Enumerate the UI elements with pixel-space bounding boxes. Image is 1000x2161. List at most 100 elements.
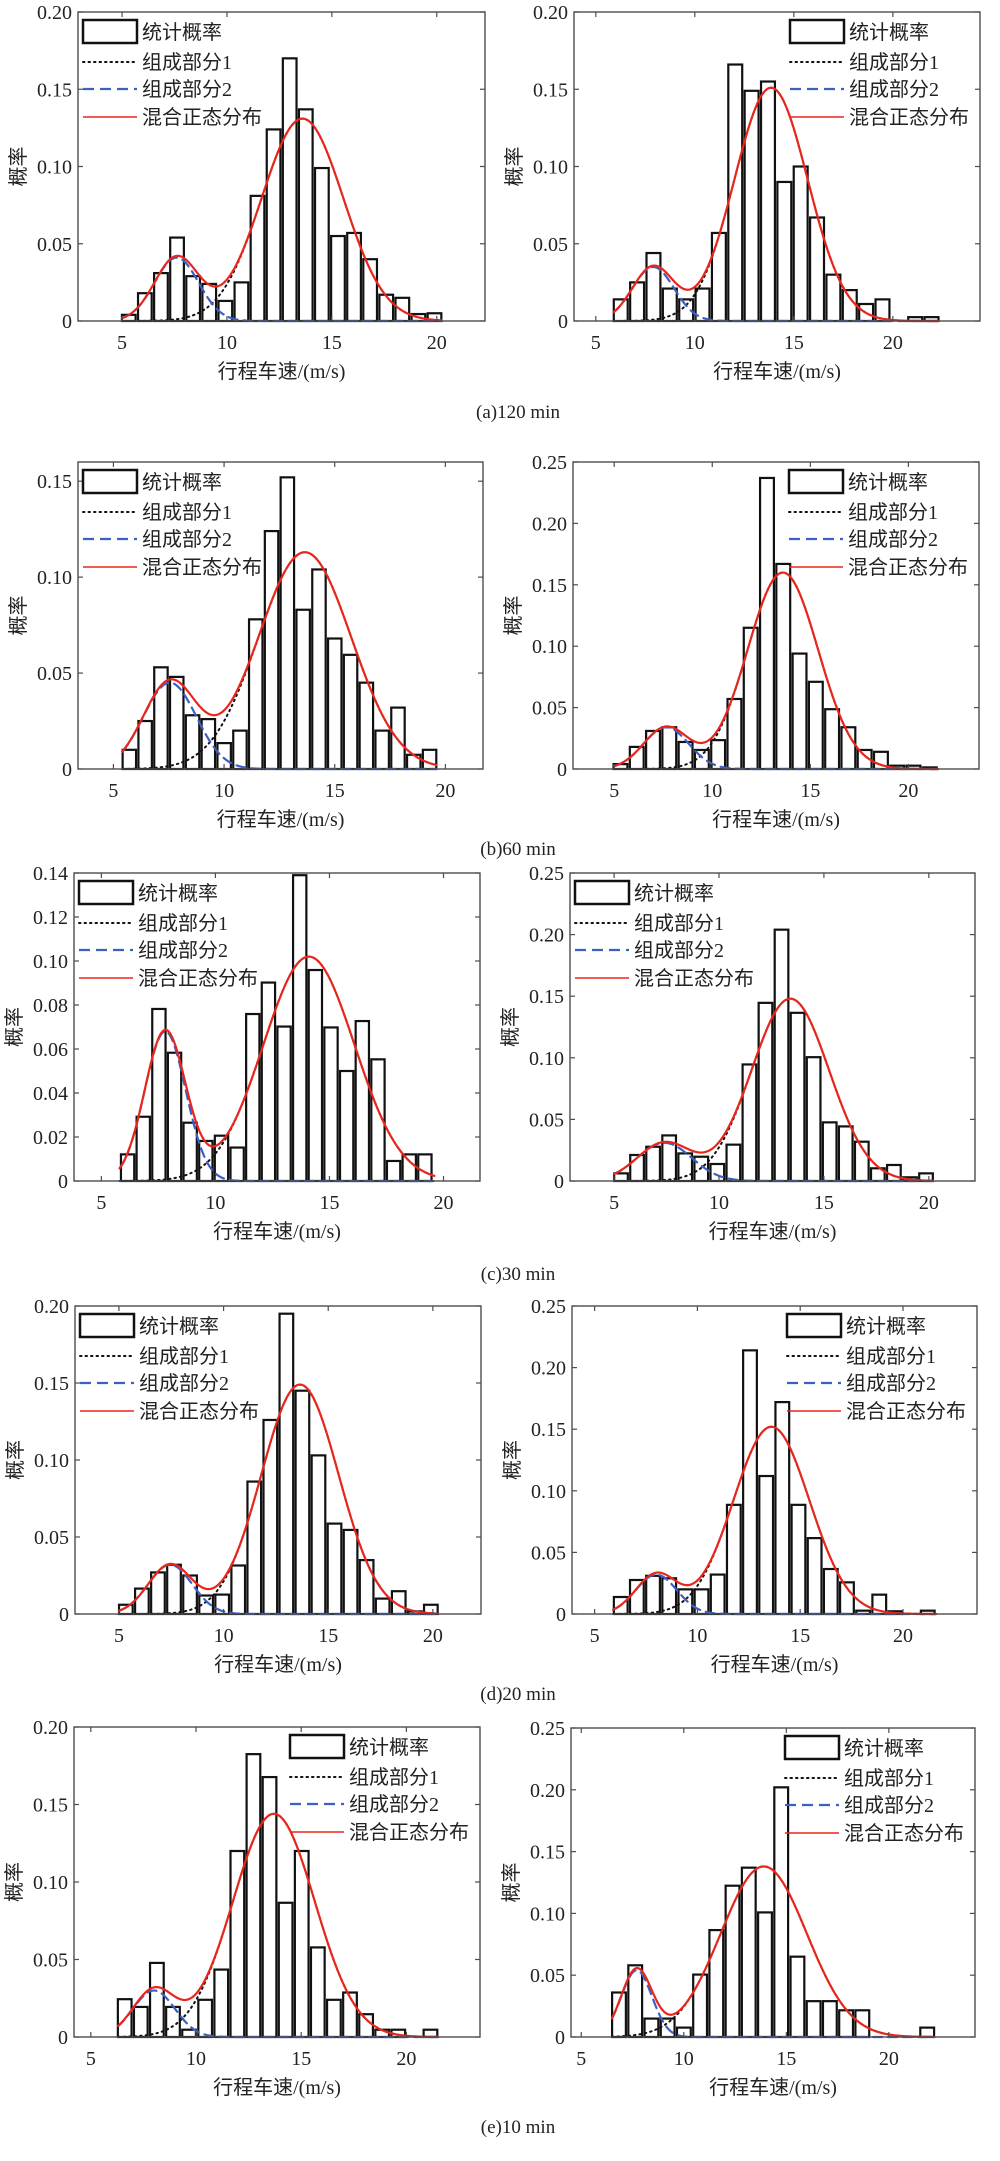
legend-item: 混合正态分布 (83, 556, 262, 579)
histogram (612, 63, 940, 323)
histogram-bar (841, 289, 858, 323)
legend-item: 统计概率 (81, 468, 222, 495)
histogram-bar (776, 180, 793, 323)
x-axis-label: 行程车速/(m/s) (709, 1220, 837, 1243)
y-axis-label: 概率 (499, 1007, 522, 1047)
histogram-bar (789, 1011, 806, 1183)
legend-item: 统计概率 (788, 18, 929, 45)
histogram-bar (805, 2000, 822, 2039)
component-1-curve (117, 1812, 439, 2038)
histogram-bar (919, 2026, 936, 2039)
y-tick-label: 0.20 (533, 2, 568, 24)
x-tick-label: 15 (318, 1625, 338, 1647)
mixture-curve (120, 117, 443, 322)
y-axis-label: 概率 (3, 1007, 26, 1047)
histogram-bar (233, 281, 250, 323)
legend-label: 混合正态分布 (849, 106, 969, 129)
x-tick-label: 10 (205, 1192, 225, 1214)
histogram-bar (709, 1573, 726, 1616)
y-tick-label: 0.10 (529, 1048, 564, 1070)
histogram-bar (293, 1849, 310, 2039)
axes-frame (570, 1727, 976, 2038)
histogram-bar (358, 2013, 375, 2039)
legend-label: 统计概率 (139, 1315, 219, 1338)
mixture-curve (117, 1383, 439, 1615)
x-tick-label: 20 (879, 2048, 899, 2070)
y-tick-label: 0.12 (33, 907, 68, 929)
legend-label: 混合正态分布 (139, 1400, 259, 1423)
x-tick-label: 10 (702, 780, 722, 802)
y-tick-label: 0 (58, 1171, 68, 1193)
y-tick-label: 0.25 (529, 863, 564, 885)
legend-label: 组成部分2 (848, 528, 938, 551)
legend-label: 混合正态分布 (349, 1821, 469, 1844)
legend-swatch-bar (81, 468, 139, 495)
legend-item: 组成部分1 (82, 501, 232, 524)
legend-item: 混合正态分布 (83, 106, 262, 129)
histogram-bar (342, 1528, 359, 1616)
axes-frame (569, 872, 976, 1182)
legend-label: 组成部分1 (349, 1766, 439, 1789)
legend-label: 组成部分1 (848, 501, 938, 524)
histogram-bar (181, 2028, 198, 2039)
histogram-bar (773, 1786, 790, 2039)
legend-swatch-bar (573, 879, 631, 906)
legend-label: 组成部分1 (846, 1345, 936, 1368)
caption-c: (c)30 min (480, 1264, 556, 1285)
legend-item: 组成部分1 (574, 912, 724, 935)
y-axis-label: 概率 (7, 147, 30, 187)
histogram-bar (628, 1578, 645, 1616)
x-tick-label: 5 (117, 332, 127, 354)
y-tick-label: 0.15 (530, 1842, 565, 1864)
histogram-bar (307, 968, 324, 1183)
histogram-bar (741, 1063, 758, 1183)
y-tick-label: 0 (59, 1604, 69, 1626)
legend-item: 组成部分2 (80, 1372, 229, 1395)
histogram-bar (710, 231, 727, 323)
histogram-bar (742, 1349, 758, 1616)
y-tick-label: 0.05 (532, 698, 567, 720)
y-tick-label: 0.10 (531, 1481, 566, 1503)
histogram-bar (148, 1961, 165, 2039)
y-tick-label: 0.20 (532, 513, 567, 535)
histogram-bar (121, 748, 138, 771)
axes-frame (572, 461, 980, 770)
histogram-bar (807, 680, 824, 771)
x-tick-label: 20 (893, 1625, 913, 1647)
histogram-bar (743, 89, 760, 323)
mixture-curve (117, 1812, 440, 2039)
histogram-bar (262, 1418, 279, 1616)
histogram-bar (151, 1007, 167, 1183)
y-tick-label: 0.05 (533, 234, 568, 256)
histogram-bar (166, 1051, 183, 1183)
histogram-bar (278, 1312, 295, 1616)
y-tick-label: 0.05 (37, 234, 72, 256)
panel-c-left: 5 10 15 20 0 0.02 0.04 0.06 0.08 0.10 0.12 0.14 行程车速… (3, 863, 481, 1243)
histogram-bar (645, 1574, 662, 1616)
x-tick-label: 15 (319, 1192, 339, 1214)
histogram-bar (309, 1946, 326, 2039)
mixture-curve (118, 955, 436, 1177)
x-axis-label: 行程车速/(m/s) (713, 360, 841, 383)
histogram-bar (229, 1849, 246, 2039)
legend-label: 统计概率 (138, 882, 218, 905)
y-axis-label: 概率 (503, 147, 526, 187)
histogram-bar (169, 236, 185, 323)
mixture-curve (612, 86, 940, 323)
histogram-bar (790, 1503, 807, 1616)
histogram-bar (342, 653, 359, 771)
x-tick-label: 10 (214, 780, 234, 802)
histogram-bar (692, 1973, 709, 2039)
y-tick-label: 0.05 (37, 663, 72, 685)
y-tick-label: 0.10 (33, 1872, 68, 1894)
legend-item: 组成部分1 (82, 51, 232, 74)
x-axis-label: 行程车速/(m/s) (712, 808, 840, 831)
histogram-bar (137, 719, 153, 771)
y-axis-label: 概率 (500, 1863, 523, 1903)
x-tick-label: 15 (784, 332, 804, 354)
legend-item: 组成部分2 (575, 939, 724, 962)
histogram-bar (277, 1901, 294, 2039)
histogram-bar (279, 476, 296, 771)
